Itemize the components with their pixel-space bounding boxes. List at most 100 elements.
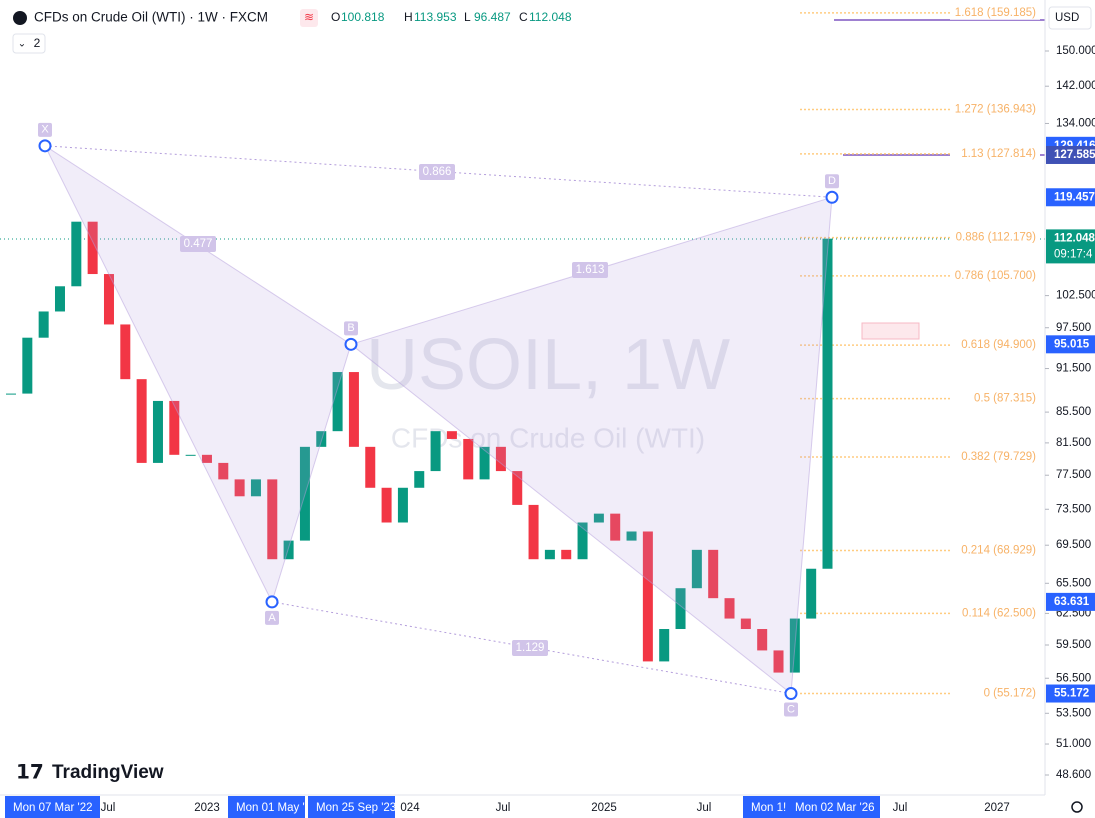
candle bbox=[71, 221, 82, 287]
price-tag-label: 127.585 bbox=[1054, 149, 1095, 161]
price-tag bbox=[1046, 335, 1095, 354]
candle bbox=[152, 400, 163, 463]
fib-label-bg bbox=[950, 686, 1040, 701]
fib-label: 0.618 (94.900) bbox=[961, 339, 1036, 351]
candle bbox=[593, 513, 604, 523]
price-tag-label: 112.048 bbox=[1054, 232, 1095, 244]
settings-button[interactable] bbox=[1071, 801, 1083, 813]
price-tag bbox=[1046, 684, 1095, 703]
ratio-bg bbox=[419, 164, 455, 180]
ohlc-label: O bbox=[331, 10, 340, 24]
candle bbox=[561, 549, 572, 560]
fib-label-bg bbox=[950, 391, 1040, 406]
fib-label: 0 (55.172) bbox=[984, 688, 1037, 700]
price-tick-label: 65.500 bbox=[1056, 577, 1091, 589]
chevron: ⌄ bbox=[18, 39, 26, 50]
price-tick-label: 77.500 bbox=[1056, 469, 1091, 481]
price-tick-label: 91.500 bbox=[1056, 363, 1091, 375]
ratio-bg bbox=[572, 262, 608, 278]
candle bbox=[381, 487, 392, 523]
candle bbox=[185, 454, 196, 456]
time-label: Jul bbox=[893, 802, 908, 814]
price-tick-label: 142.000 bbox=[1056, 80, 1095, 92]
time-label: Mon 1! bbox=[751, 802, 786, 814]
pattern-point bbox=[784, 687, 798, 701]
candle bbox=[708, 549, 719, 599]
price-tag-label: 55.172 bbox=[1054, 688, 1089, 700]
price-tag bbox=[1046, 229, 1095, 264]
candle bbox=[120, 324, 131, 380]
ratio-label: 0.477 bbox=[184, 238, 213, 250]
candle bbox=[773, 650, 784, 673]
candle bbox=[201, 454, 212, 463]
price-tag-label: 95.015 bbox=[1054, 338, 1090, 350]
candle bbox=[332, 372, 343, 432]
price-tag-label: 63.631 bbox=[1054, 596, 1090, 608]
price-axis bbox=[1045, 0, 1095, 818]
fib-label-bg bbox=[950, 102, 1040, 117]
price-axis-labels: 150.000 142.000 134.000 102.500 97.500 91.500… bbox=[1045, 45, 1095, 781]
price-tick-label: 85.500 bbox=[1056, 406, 1091, 418]
indicator-count: 2 bbox=[34, 36, 41, 50]
fib-label: 1.13 (127.814) bbox=[961, 148, 1036, 160]
currency-button[interactable] bbox=[1048, 6, 1092, 30]
candle bbox=[626, 531, 637, 541]
time-label: Mon 02 Mar '26 bbox=[795, 802, 875, 814]
time-label: Mon 25 Sep '23 bbox=[316, 802, 396, 814]
fib-label: 0.5 (87.315) bbox=[974, 393, 1036, 405]
candle bbox=[87, 221, 98, 275]
candle bbox=[724, 598, 735, 619]
logo-icon: 𝟭𝟳 bbox=[16, 761, 44, 783]
candle bbox=[365, 446, 376, 488]
candle bbox=[479, 446, 490, 480]
candle bbox=[348, 372, 359, 447]
pattern-point bbox=[344, 337, 358, 351]
time-label: Jul bbox=[496, 802, 511, 814]
price-tick-label: 69.500 bbox=[1056, 539, 1091, 551]
time-label: 2025 bbox=[591, 802, 617, 814]
indicators-toggle[interactable] bbox=[12, 33, 46, 54]
candle bbox=[283, 540, 294, 560]
price-tag bbox=[1046, 188, 1095, 207]
candle bbox=[250, 479, 261, 497]
price-tag-label: 119.457 bbox=[1054, 191, 1095, 203]
candle bbox=[136, 379, 147, 463]
point-label-bg bbox=[344, 321, 358, 336]
time-label: Jul bbox=[697, 802, 712, 814]
candle bbox=[610, 513, 621, 541]
fib-label: 0.886 (112.179) bbox=[956, 232, 1037, 244]
candle bbox=[169, 400, 180, 455]
candle bbox=[740, 618, 751, 630]
time-label: 2027 bbox=[984, 802, 1010, 814]
time-label-bg bbox=[743, 796, 787, 818]
candle bbox=[446, 431, 457, 439]
watermark-description: CFDs on Crude Oil (WTI) bbox=[391, 422, 705, 453]
price-tick-label: 150.000 bbox=[1056, 45, 1095, 57]
candle bbox=[463, 438, 474, 480]
time-label: 2023 bbox=[194, 802, 220, 814]
highlight-box bbox=[861, 322, 920, 340]
point-label: D bbox=[828, 175, 836, 187]
candle bbox=[103, 274, 114, 325]
point-label-bg bbox=[784, 702, 798, 717]
candle bbox=[414, 471, 425, 488]
logo-text: TradingView bbox=[52, 762, 164, 783]
point-label-bg bbox=[265, 610, 279, 625]
fib-label-bg bbox=[950, 606, 1040, 621]
time-label-bg bbox=[787, 796, 880, 818]
time-label: Jul bbox=[101, 802, 116, 814]
pattern-point bbox=[38, 139, 52, 153]
fib-label: 0.214 (68.929) bbox=[961, 545, 1036, 557]
price-tick-label: 81.500 bbox=[1056, 437, 1091, 449]
fib-label: 1.618 (159.185) bbox=[955, 7, 1036, 19]
candle bbox=[38, 311, 49, 338]
ratio-bg bbox=[512, 640, 548, 656]
candle bbox=[691, 549, 702, 589]
candle bbox=[234, 479, 245, 497]
pattern-point bbox=[265, 595, 279, 609]
symbol-title: CFDs on Crude Oil (WTI) · 1W · FXCM bbox=[34, 10, 268, 25]
symbol-icon bbox=[13, 11, 27, 25]
fib-label-bg bbox=[950, 230, 1040, 245]
